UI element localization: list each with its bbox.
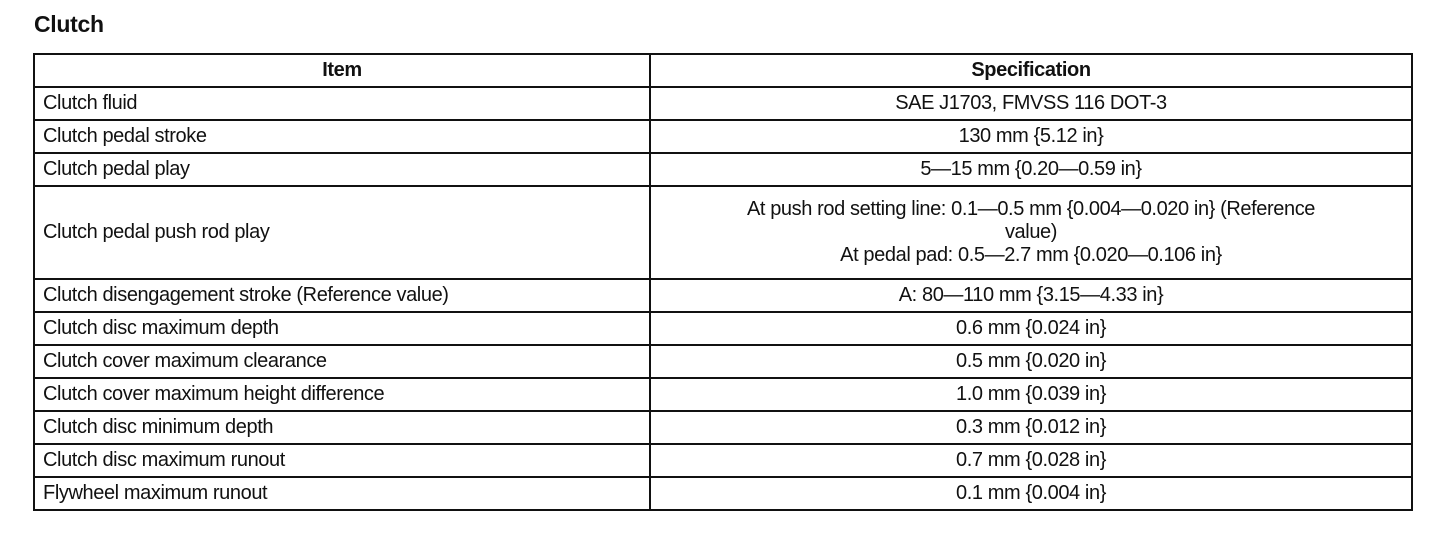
table-row: Clutch pedal stroke 130 mm {5.12 in} xyxy=(33,119,1413,154)
item-cell: Clutch fluid xyxy=(33,86,651,121)
table-row: Flywheel maximum runout 0.1 mm {0.004 in} xyxy=(33,476,1413,511)
table-row: Clutch cover maximum clearance 0.5 mm {0.… xyxy=(33,344,1413,379)
table-row: Clutch disc minimum depth 0.3 mm {0.012 i… xyxy=(33,410,1413,445)
item-cell: Clutch disc maximum runout xyxy=(33,443,651,478)
table-row: Clutch pedal push rod play At push rod s… xyxy=(33,185,1413,280)
spec-cell: 0.3 mm {0.012 in} xyxy=(649,410,1413,445)
spec-cell: A: 80—110 mm {3.15—4.33 in} xyxy=(649,278,1413,313)
item-cell: Clutch disc maximum depth xyxy=(33,311,651,346)
spec-cell: SAE J1703, FMVSS 116 DOT-3 xyxy=(649,86,1413,121)
header-specification: Specification xyxy=(649,53,1413,88)
header-item: Item xyxy=(33,53,651,88)
item-cell: Clutch pedal push rod play xyxy=(33,185,651,280)
table-row: Clutch cover maximum height difference 1.… xyxy=(33,377,1413,412)
table-header-row: Item Specification xyxy=(33,53,1413,88)
item-cell: Clutch pedal stroke xyxy=(33,119,651,154)
spec-cell: 0.6 mm {0.024 in} xyxy=(649,311,1413,346)
item-cell: Clutch cover maximum clearance xyxy=(33,344,651,379)
item-cell: Flywheel maximum runout xyxy=(33,476,651,511)
spec-cell: 0.5 mm {0.020 in} xyxy=(649,344,1413,379)
spec-line: At pedal pad: 0.5—2.7 mm {0.020—0.106 in… xyxy=(840,244,1222,266)
spec-line: value) xyxy=(1004,221,1058,243)
spec-cell: 130 mm {5.12 in} xyxy=(649,119,1413,154)
table-row: Clutch disengagement stroke (Reference v… xyxy=(33,278,1413,313)
item-cell: Clutch pedal play xyxy=(33,152,651,187)
item-cell: Clutch disengagement stroke (Reference v… xyxy=(33,278,651,313)
table-row: Clutch pedal play 5—15 mm {0.20—0.59 in} xyxy=(33,152,1413,187)
table-row: Clutch disc maximum runout 0.7 mm {0.028 … xyxy=(33,443,1413,478)
clutch-spec-table: Item Specification Clutch fluid SAE J1703… xyxy=(33,53,1413,511)
spec-cell: 1.0 mm {0.039 in} xyxy=(649,377,1413,412)
item-cell: Clutch disc minimum depth xyxy=(33,410,651,445)
table-row: Clutch disc maximum depth 0.6 mm {0.024 i… xyxy=(33,311,1413,346)
spec-cell: At push rod setting line: 0.1—0.5 mm {0.… xyxy=(649,185,1413,280)
spec-line: At push rod setting line: 0.1—0.5 mm {0.… xyxy=(746,198,1316,220)
spec-cell: 0.1 mm {0.004 in} xyxy=(649,476,1413,511)
item-cell: Clutch cover maximum height difference xyxy=(33,377,651,412)
section-title: Clutch xyxy=(34,11,104,37)
table-row: Clutch fluid SAE J1703, FMVSS 116 DOT-3 xyxy=(33,86,1413,121)
spec-cell: 5—15 mm {0.20—0.59 in} xyxy=(649,152,1413,187)
spec-cell: 0.7 mm {0.028 in} xyxy=(649,443,1413,478)
